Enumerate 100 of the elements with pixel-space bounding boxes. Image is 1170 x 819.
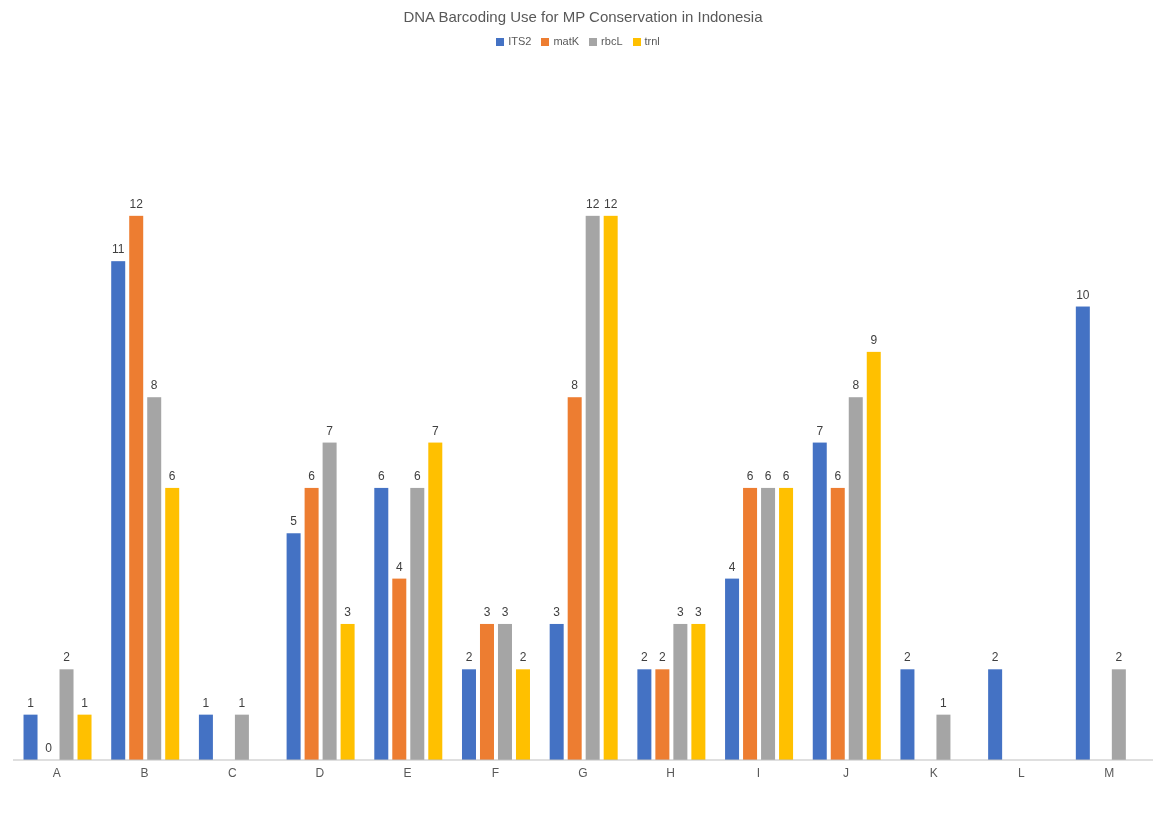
data-label: 6 <box>377 468 385 483</box>
data-label: 2 <box>991 650 999 665</box>
bar <box>900 669 915 760</box>
data-label: 8 <box>852 378 860 393</box>
data-label: 6 <box>782 468 790 483</box>
data-label: 2 <box>465 650 473 665</box>
chart-title: DNA Barcoding Use for MP Conservation in Indonesia <box>402 8 764 25</box>
data-label: 7 <box>326 423 334 438</box>
legend-label: ITS2 <box>508 35 532 47</box>
data-label: 6 <box>168 468 176 483</box>
data-label: 9 <box>870 332 878 347</box>
data-label: 2 <box>641 650 649 665</box>
x-tick-label: M <box>1104 765 1115 780</box>
bar <box>988 669 1003 760</box>
data-label: 3 <box>501 604 509 619</box>
bar <box>761 487 776 760</box>
bar <box>428 442 443 760</box>
data-label: 4 <box>395 559 403 574</box>
x-tick-label: F <box>491 765 499 780</box>
data-label: 2 <box>63 650 71 665</box>
data-label: 10 <box>1076 287 1090 302</box>
bar <box>147 397 162 760</box>
data-label: 8 <box>571 378 579 393</box>
bar <box>461 669 476 760</box>
data-label: 1 <box>81 695 89 710</box>
bar <box>848 397 863 760</box>
data-label: 3 <box>677 604 685 619</box>
data-label: 1 <box>940 695 948 710</box>
x-tick-label: J <box>843 765 850 780</box>
data-label: 4 <box>728 559 736 574</box>
x-tick-label: L <box>1018 765 1026 780</box>
bar <box>111 261 126 760</box>
data-label: 1 <box>202 695 210 710</box>
bar <box>567 397 582 760</box>
bar <box>936 714 951 760</box>
bar <box>1075 306 1090 760</box>
x-tick-label: H <box>666 765 676 780</box>
bar <box>549 623 564 760</box>
bar <box>691 623 706 760</box>
x-tick-label: B <box>140 765 149 780</box>
bar <box>603 215 618 760</box>
data-label: 3 <box>483 604 491 619</box>
bar <box>410 487 425 760</box>
data-label: 2 <box>1115 650 1123 665</box>
bar <box>830 487 845 760</box>
bar <box>725 578 740 760</box>
data-label: 3 <box>695 604 703 619</box>
bar <box>779 487 794 760</box>
data-label: 3 <box>553 604 561 619</box>
x-tick-label: K <box>929 765 938 780</box>
bar <box>812 442 827 760</box>
data-label: 0 <box>45 741 53 755</box>
data-label: 6 <box>308 468 316 483</box>
data-label: 2 <box>904 650 912 665</box>
data-label: 11 <box>111 242 125 257</box>
bar <box>340 623 355 760</box>
data-label: 12 <box>586 196 600 211</box>
x-tick-label: D <box>315 765 325 780</box>
bar <box>585 215 600 760</box>
bar <box>129 215 144 760</box>
bar <box>866 351 881 760</box>
bar <box>59 669 74 760</box>
x-tick-label: G <box>578 765 588 780</box>
legend-label: matK <box>553 35 580 47</box>
bar <box>655 669 670 760</box>
data-label: 7 <box>816 423 824 438</box>
data-label: 12 <box>604 196 618 211</box>
bar <box>77 714 92 760</box>
bar <box>673 623 688 760</box>
bar <box>637 669 652 760</box>
data-label: 7 <box>431 423 439 438</box>
data-label: 3 <box>344 604 352 619</box>
bar <box>23 714 38 760</box>
legend-label: rbcL <box>601 35 623 47</box>
data-label: 2 <box>659 650 667 665</box>
legend-label: trnl <box>644 35 660 47</box>
bar <box>286 533 301 760</box>
bar <box>165 487 180 760</box>
x-tick-label: C <box>227 765 237 780</box>
x-tick-label: A <box>52 765 61 780</box>
bar <box>304 487 319 760</box>
bar <box>497 623 512 760</box>
data-label: 6 <box>764 468 772 483</box>
data-label: 6 <box>746 468 754 483</box>
data-label: 6 <box>413 468 421 483</box>
bar <box>479 623 494 760</box>
bar <box>515 669 530 760</box>
bar <box>743 487 758 760</box>
x-tick-label: I <box>756 765 761 780</box>
bar <box>234 714 249 760</box>
data-label: 2 <box>519 650 527 665</box>
data-label: 1 <box>27 695 35 710</box>
bar <box>374 487 389 760</box>
x-tick-label: E <box>403 765 412 780</box>
bar <box>322 442 337 760</box>
bar <box>392 578 407 760</box>
data-label: 8 <box>150 378 158 393</box>
bar <box>198 714 213 760</box>
data-label: 12 <box>129 196 144 211</box>
data-label: 6 <box>834 468 842 483</box>
